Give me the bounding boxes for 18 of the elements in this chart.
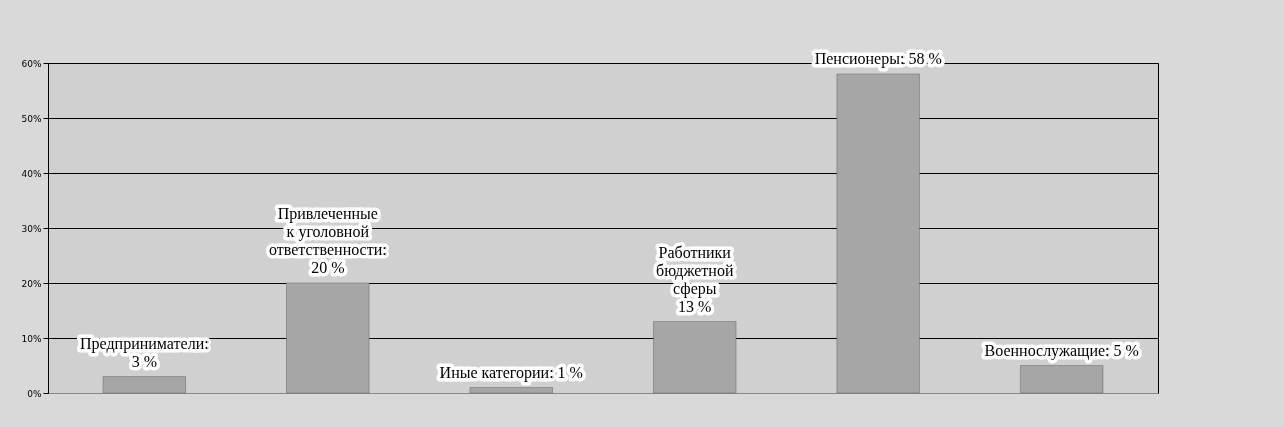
data-label: Работники бюджетной сферы 13 % — [655, 243, 734, 315]
y-tick-label: 0% — [27, 388, 42, 399]
bar — [1020, 365, 1104, 394]
bar — [836, 73, 920, 394]
data-label: Предприниматели: 3 % — [80, 334, 209, 370]
y-tick-label: 40% — [21, 168, 42, 179]
data-label: Военнослужащие: 5 % — [984, 341, 1139, 360]
data-label: Иные категории: 1 % — [439, 363, 583, 382]
y-tick-label: 50% — [21, 113, 42, 124]
bar — [286, 282, 370, 394]
y-tick-label: 30% — [21, 223, 42, 234]
bar — [102, 376, 186, 394]
bar — [653, 321, 737, 394]
bar — [469, 387, 553, 394]
y-tick-label: 10% — [21, 333, 42, 344]
y-tick-label: 60% — [21, 58, 42, 69]
data-label: Пенсионеры: 58 % — [814, 50, 942, 68]
y-tick-label: 20% — [21, 278, 42, 289]
